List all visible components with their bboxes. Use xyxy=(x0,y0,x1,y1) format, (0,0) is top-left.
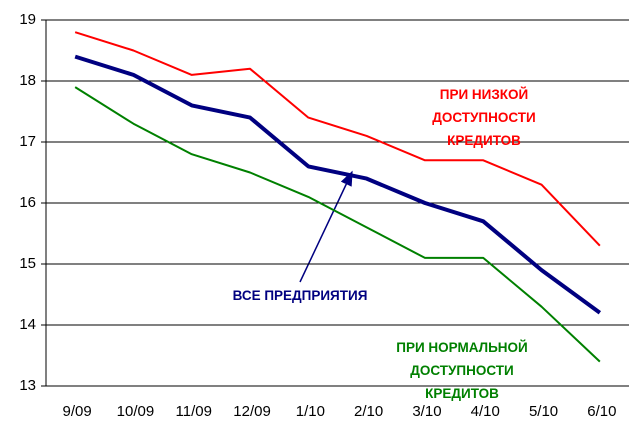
x-tick-label: 12/09 xyxy=(233,403,271,420)
annotation-arrow xyxy=(299,170,353,283)
x-tick-label: 4/10 xyxy=(471,403,500,420)
series-label: ПРИ НОРМАЛЬНОЙ ДОСТУПНОСТИ КРЕДИТОВ xyxy=(396,340,528,401)
x-tick-label: 10/09 xyxy=(117,403,155,420)
y-tick-label: 18 xyxy=(19,72,36,89)
series-label: ПРИ НИЗКОЙ ДОСТУПНОСТИ КРЕДИТОВ xyxy=(432,87,536,148)
series-line xyxy=(74,86,601,363)
y-tick-label: 15 xyxy=(19,255,36,272)
y-tick-label: 17 xyxy=(19,133,36,150)
x-tick-label: 3/10 xyxy=(412,403,441,420)
y-tick-label: 14 xyxy=(19,316,36,333)
series-label: ВСЕ ПРЕДПРИЯТИЯ xyxy=(232,288,368,303)
x-tick-label: 11/09 xyxy=(176,403,212,420)
series-line xyxy=(74,31,601,247)
x-tick-label: 9/09 xyxy=(63,403,92,420)
y-tick-label: 19 xyxy=(19,11,36,28)
x-tick-label: 6/10 xyxy=(587,403,616,420)
series-line xyxy=(74,54,602,315)
x-tick-label: 1/10 xyxy=(296,403,325,420)
y-tick-label: 16 xyxy=(19,194,36,211)
x-tick-label: 5/10 xyxy=(529,403,558,420)
y-tick-label: 13 xyxy=(19,377,36,394)
x-tick-label: 2/10 xyxy=(354,403,383,420)
